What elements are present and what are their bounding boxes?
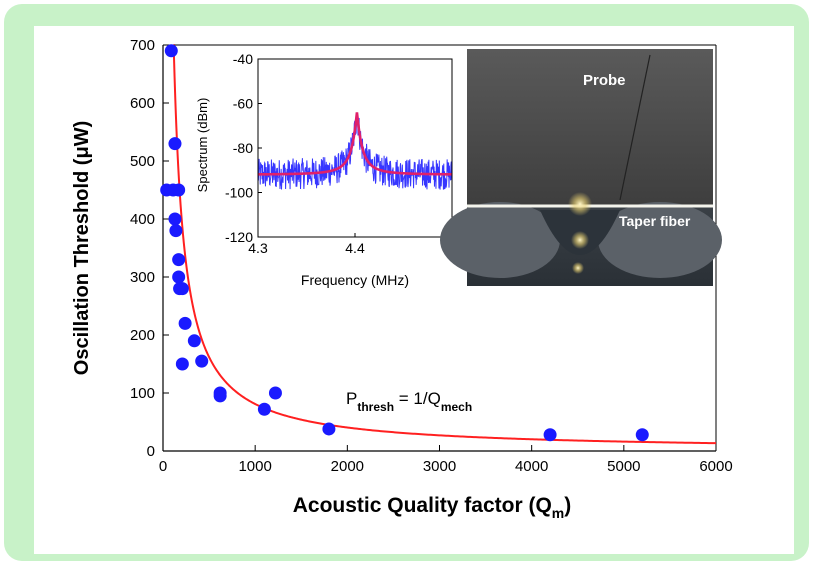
- main-y-tick-label: 700: [130, 37, 155, 54]
- data-points: [160, 44, 649, 442]
- x-axis-label: Acoustic Quality factor (Qm): [293, 494, 572, 521]
- inset-x-label: Frequency (MHz): [301, 272, 409, 288]
- photo-glow-bottom: [572, 262, 584, 274]
- main-y-tick-label: 500: [130, 153, 155, 170]
- inset-spectrum-plot: 4.34.44.5 -40-60-80-100-120 Frequency (M…: [195, 51, 462, 288]
- inset-fit-curve: [258, 112, 452, 176]
- main-x-ticks: 0 1000 2000 3000 4000 5000 6000: [159, 445, 733, 475]
- inset-x-tick-label: 4.4: [345, 240, 365, 256]
- data-point: [169, 224, 183, 238]
- photo-label-taper-fiber: Taper fiber: [619, 213, 691, 229]
- data-point: [178, 316, 192, 330]
- inset-y-tick-label: -120: [225, 229, 253, 245]
- main-y-tick-label: 200: [130, 327, 155, 344]
- photo-probe-tip: [619, 54, 651, 201]
- main-plot: 0 1000 2000 3000 4000 5000 6000 0 100 200 300 400 5…: [71, 37, 733, 521]
- photo-left-lobe: [440, 202, 560, 278]
- data-point: [175, 282, 189, 296]
- inset-x-tick-label: 4.3: [248, 240, 268, 256]
- photo-upper-region: [467, 49, 713, 206]
- inset-y-label: Spectrum (dBm): [195, 98, 210, 193]
- inset-y-tick-label: -60: [233, 96, 253, 112]
- data-point: [195, 354, 209, 368]
- data-point: [268, 386, 282, 400]
- main-x-tick-label: 3000: [423, 458, 456, 475]
- data-point: [322, 422, 336, 436]
- data-point: [543, 428, 557, 442]
- main-y-tick-label: 400: [130, 211, 155, 228]
- main-x-tick-label: 2000: [331, 458, 364, 475]
- data-point: [168, 137, 182, 151]
- formula-annotation: Pthresh = 1/Qmech: [346, 389, 472, 414]
- photo-right-lobe: [598, 202, 722, 278]
- main-x-tick-label: 6000: [699, 458, 732, 475]
- data-point: [635, 428, 649, 442]
- y-axis-label: Oscillation Threshold (μW): [71, 121, 93, 375]
- photo-label-probe: Probe: [583, 72, 626, 89]
- photo-glow-top: [568, 192, 592, 216]
- main-x-tick-label: 0: [159, 458, 167, 475]
- inset-y-ticks: -40 -60 -80 -100 -120: [225, 51, 262, 245]
- data-point: [164, 44, 178, 58]
- data-point: [172, 183, 186, 197]
- data-point: [257, 402, 271, 416]
- inset-y-tick-label: -80: [233, 140, 253, 156]
- main-x-tick-label: 1000: [238, 458, 271, 475]
- main-y-tick-label: 0: [147, 443, 155, 460]
- main-x-tick-label: 5000: [607, 458, 640, 475]
- main-y-tick-label: 600: [130, 95, 155, 112]
- inset-background: [258, 59, 452, 237]
- photo-glow-middle: [571, 231, 589, 249]
- inset-y-tick-label: -40: [233, 51, 253, 67]
- data-point: [175, 357, 189, 371]
- main-y-tick-label: 300: [130, 269, 155, 286]
- data-point: [172, 270, 186, 284]
- main-y-ticks: 0 100 200 300 400 500 600 700: [130, 37, 169, 460]
- main-y-tick-label: 100: [130, 385, 155, 402]
- main-x-tick-label: 4000: [515, 458, 548, 475]
- inset-photo: Probe Taper fiber: [440, 49, 722, 286]
- data-point: [213, 386, 227, 400]
- data-point: [187, 334, 201, 348]
- inset-y-tick-label: -100: [225, 185, 253, 201]
- data-point: [172, 253, 186, 267]
- data-point: [168, 212, 182, 226]
